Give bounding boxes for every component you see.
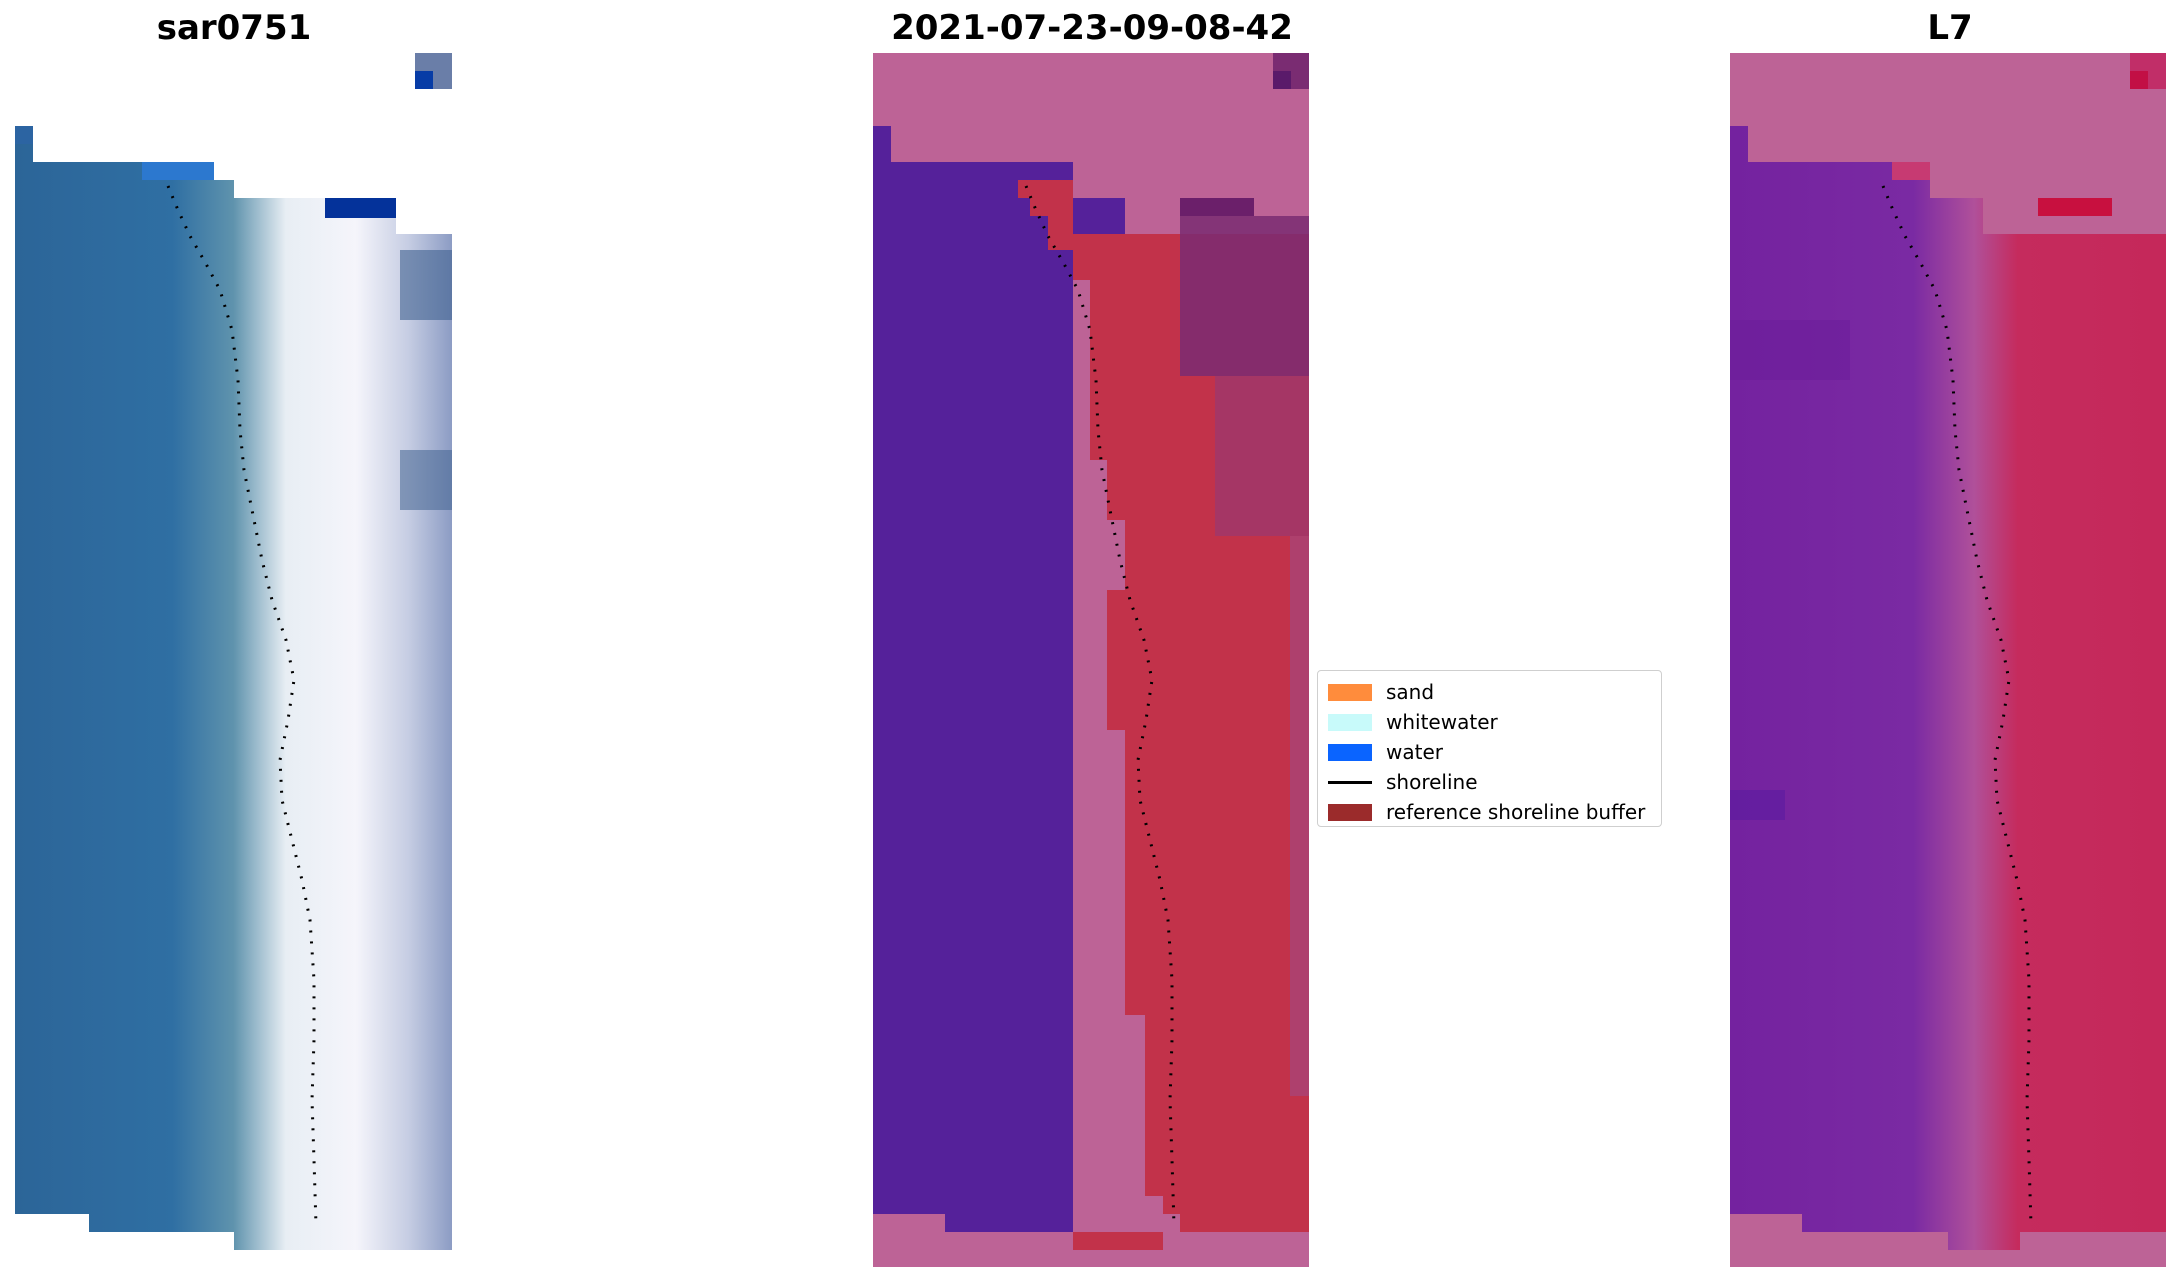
- swir-image: [1730, 53, 2166, 1267]
- panel-title-rgb: sar0751: [156, 8, 312, 48]
- legend-item-sand: sand: [1328, 677, 1651, 707]
- shoreline-classification: [1024, 185, 1176, 1226]
- shoreline-swir: [1881, 185, 2033, 1226]
- legend-label: water: [1386, 740, 1443, 764]
- legend-item-water: water: [1328, 737, 1651, 767]
- whitewater-swatch: [1328, 713, 1372, 731]
- legend-label: whitewater: [1386, 710, 1498, 734]
- legend-label: reference shoreline buffer: [1386, 800, 1646, 824]
- reference-buffer-swatch: [1328, 803, 1372, 821]
- legend-label: shoreline: [1386, 770, 1478, 794]
- legend-item-reference-buffer: reference shoreline buffer: [1328, 797, 1651, 827]
- panel-title-date: 2021-07-23-09-08-42: [891, 8, 1293, 48]
- panel-title-sensor: L7: [1927, 8, 1973, 48]
- sand-swatch: [1328, 683, 1372, 701]
- classification-image: [873, 53, 1309, 1267]
- shoreline-rgb: [166, 185, 318, 1226]
- legend: sand whitewater water shoreline referenc…: [1317, 670, 1662, 827]
- rgb-image: [15, 53, 452, 1250]
- legend-item-whitewater: whitewater: [1328, 707, 1651, 737]
- legend-label: sand: [1386, 680, 1435, 704]
- shoreline-swatch: [1328, 780, 1372, 784]
- water-swatch: [1328, 743, 1372, 761]
- legend-item-shoreline: shoreline: [1328, 767, 1651, 797]
